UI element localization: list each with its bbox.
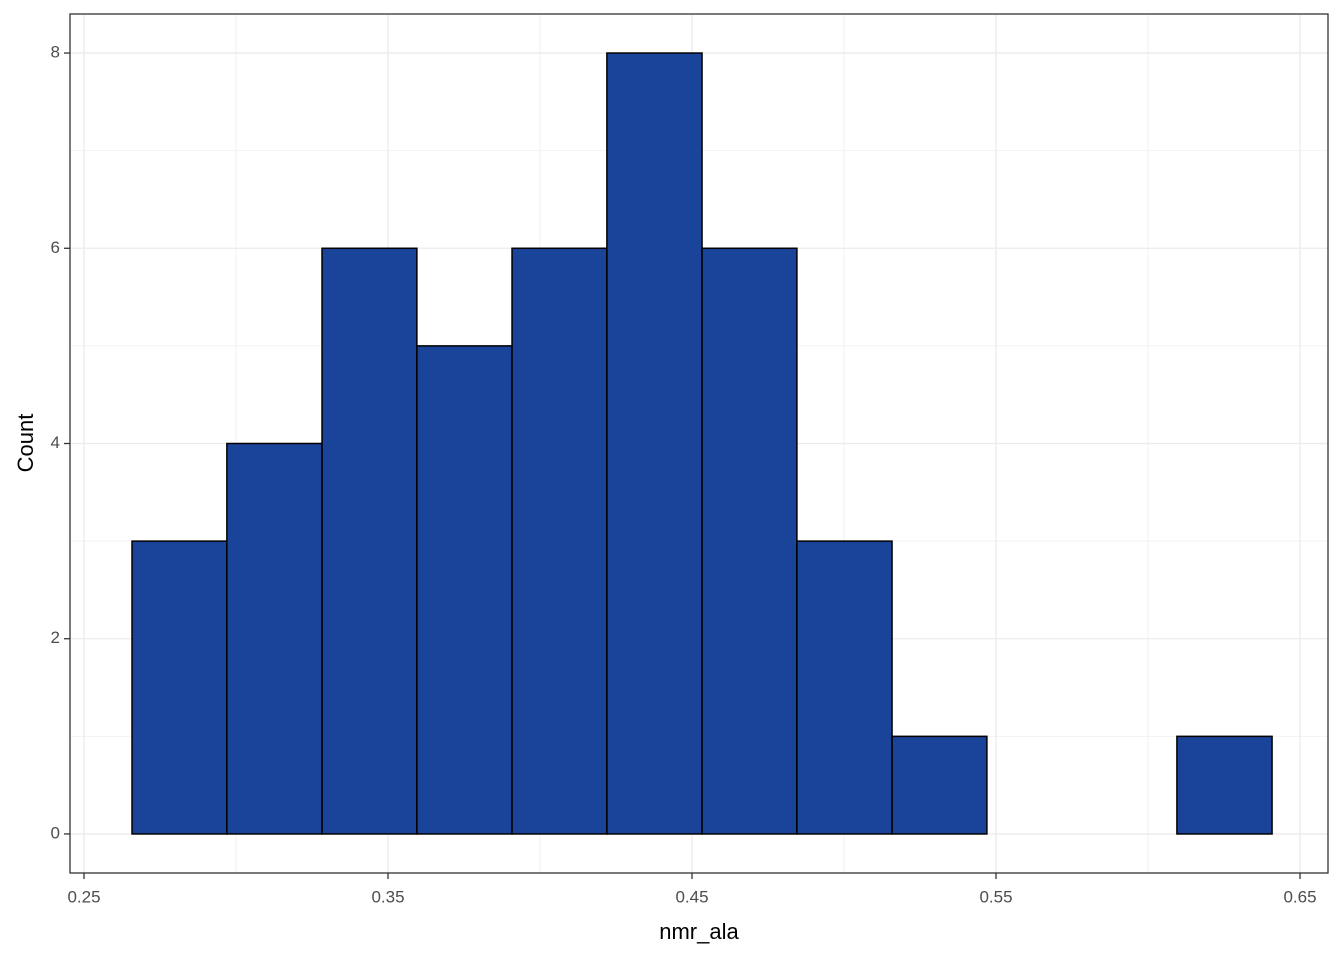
bar	[131, 540, 228, 835]
bar	[511, 247, 608, 835]
x-tick-label: 0.45	[675, 887, 708, 906]
bar	[606, 52, 703, 835]
bar	[321, 247, 418, 835]
bar	[226, 442, 323, 835]
x-tick-label: 0.55	[979, 887, 1012, 906]
bar	[701, 247, 798, 835]
x-axis-title: nmr_ala	[659, 919, 739, 944]
panel-border	[69, 13, 1329, 874]
y-tick-label: 8	[51, 43, 60, 62]
x-tick-label: 0.25	[67, 887, 100, 906]
y-tick-label: 0	[51, 823, 60, 842]
y-tick-label: 4	[51, 433, 60, 452]
y-axis-title: Count	[13, 414, 38, 473]
bar	[891, 735, 988, 835]
x-tick-label: 0.65	[1283, 887, 1316, 906]
y-tick-label: 6	[51, 238, 60, 257]
x-tick-label: 0.35	[371, 887, 404, 906]
bar	[416, 345, 513, 835]
bar	[1176, 735, 1273, 835]
bar	[796, 540, 893, 835]
y-tick-label: 2	[51, 628, 60, 647]
